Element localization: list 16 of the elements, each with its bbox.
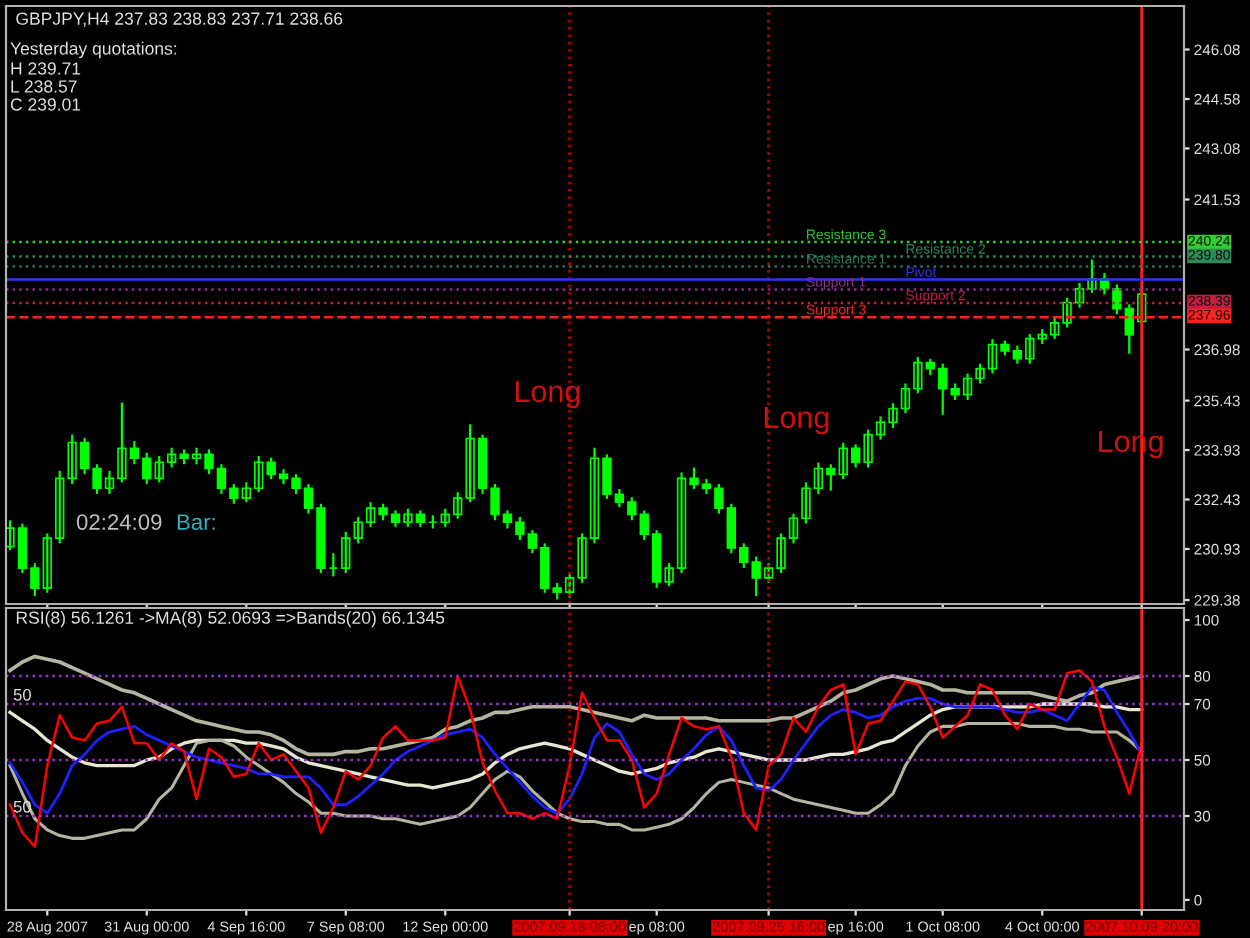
- annotation: 50: [13, 688, 31, 701]
- line-series: [8, 654, 1144, 757]
- chart-title: RSI(8) 56.1261 ->MA(8) 52.0693 =>Bands(20) 66.1345: [16, 611, 445, 628]
- line-series: [8, 722, 1144, 840]
- ref-line-label: Long: [515, 380, 580, 409]
- line-series: [8, 702, 1144, 790]
- annotation: H 239.71: [11, 62, 81, 75]
- annotation: Yesterday quotations:: [10, 41, 177, 59]
- line-series: [8, 669, 1143, 848]
- annotation: C 239.01: [10, 98, 81, 111]
- line-series: [8, 685, 1144, 815]
- annotation: L 238.57: [11, 80, 77, 93]
- annotation: 02:24:09: [76, 514, 162, 530]
- chart-title: GBPJPY,H4 237.83 238.83 237.71 238.66: [16, 12, 343, 27]
- annotation: Bar:: [177, 514, 215, 530]
- ref-line-label: Long: [764, 406, 829, 435]
